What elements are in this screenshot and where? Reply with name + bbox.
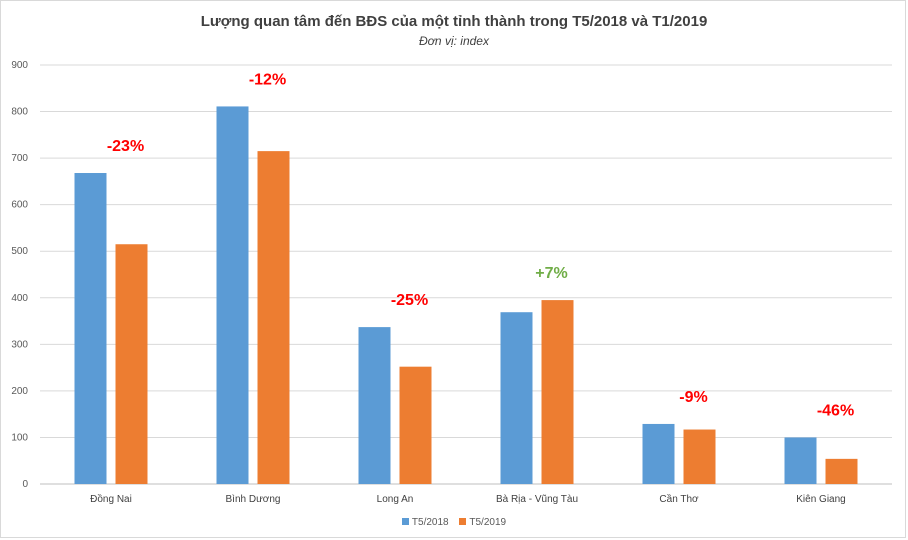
x-tick-label: Kiên Giang [796,494,845,505]
y-tick-label: 400 [11,293,28,304]
chart-subtitle: Đơn vị: index [419,34,489,48]
x-tick-label: Long An [377,494,414,505]
bar-1 [74,173,107,484]
y-tick-label: 900 [11,60,28,71]
y-tick-label: 200 [11,386,28,397]
y-tick-label: 500 [11,246,28,257]
change-annotation: -9% [679,389,707,406]
bar-1 [358,327,391,484]
legend-label-series-1: T5/2018 [411,517,449,528]
change-annotation: -46% [817,402,854,419]
bar-2 [399,366,432,484]
bar-2 [257,151,290,484]
legend-swatch-series-2 [459,518,467,525]
x-tick-label: Bà Rịa - Vũng Tàu [496,494,578,505]
change-annotation: -25% [391,292,428,309]
x-tick-label: Cần Thơ [659,493,699,505]
y-tick-label: 700 [11,153,28,164]
y-tick-label: 800 [11,107,28,118]
change-annotation: -23% [107,138,144,155]
x-tick-label: Bình Dương [226,494,281,505]
legend-item-series-1: T5/2018 [401,517,449,528]
y-tick-label: 0 [22,479,28,490]
legend: T5/2018 T5/2019 [0,517,908,528]
y-tick-label: 100 [11,432,28,443]
bar-1 [216,106,249,484]
bar-1 [784,437,817,484]
change-annotation: +7% [535,265,567,282]
chart-title: Lượng quan tâm đến BĐS của một tỉnh thàn… [200,13,708,30]
y-tick-label: 300 [11,339,28,350]
bar-1 [500,312,533,484]
bar-2 [541,300,574,484]
legend-label-series-2: T5/2019 [469,517,507,528]
legend-swatch-series-1 [401,518,409,525]
bar-2 [115,244,148,484]
bar-2 [825,458,858,484]
bar-1 [642,423,675,484]
x-tick-label: Đồng Nai [90,493,132,505]
change-annotation: -12% [249,71,286,88]
bar-2 [683,429,716,484]
legend-item-series-2: T5/2019 [459,517,506,528]
y-tick-label: 600 [11,200,28,211]
